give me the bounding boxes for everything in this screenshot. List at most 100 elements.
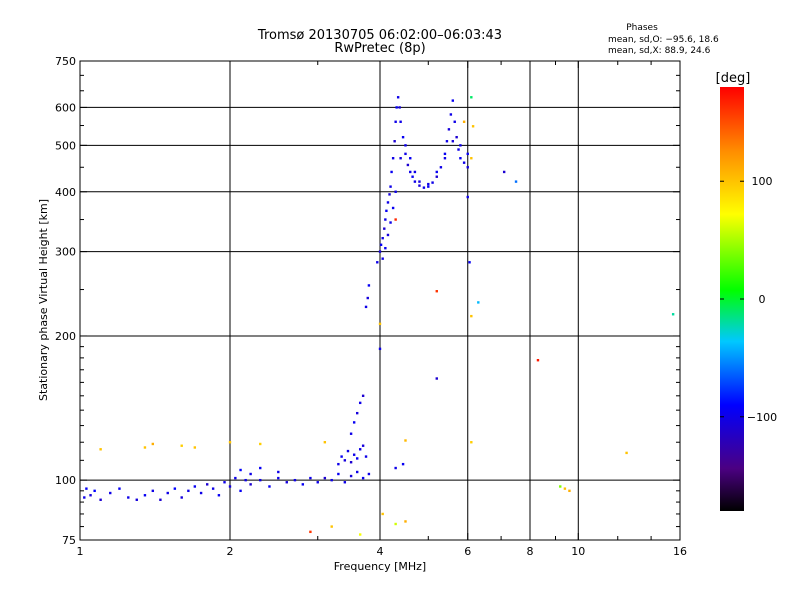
data-point — [466, 166, 469, 169]
data-point — [323, 441, 327, 444]
data-point — [173, 487, 177, 490]
x-tick-label: 2 — [227, 545, 234, 558]
data-point — [358, 533, 362, 536]
data-point — [404, 144, 407, 147]
y-tick-label: 75 — [62, 534, 76, 547]
data-point — [468, 261, 471, 264]
data-point — [625, 451, 628, 455]
data-point — [187, 489, 190, 493]
data-point — [427, 185, 430, 188]
data-point — [361, 476, 365, 480]
data-point — [427, 182, 430, 186]
data-point — [391, 157, 395, 160]
grid-lines — [80, 61, 680, 540]
data-point — [388, 193, 391, 196]
data-points — [83, 96, 675, 536]
data-point — [259, 478, 262, 482]
data-point — [449, 113, 453, 116]
x-tick-label: 6 — [464, 545, 471, 558]
x-tick-label: 8 — [527, 545, 534, 558]
data-point — [401, 135, 405, 139]
data-point — [361, 444, 365, 447]
data-point — [459, 157, 462, 160]
data-point — [93, 489, 96, 493]
x-tick-label: 16 — [673, 545, 687, 558]
data-point — [514, 180, 518, 183]
data-point — [470, 157, 473, 160]
data-point — [459, 144, 462, 147]
data-point — [364, 305, 368, 309]
data-point — [406, 163, 410, 167]
data-point — [431, 181, 434, 184]
data-point — [671, 313, 675, 316]
data-point — [366, 296, 369, 300]
data-point — [376, 261, 379, 264]
colorbar-label: [deg] — [716, 71, 751, 86]
data-point — [418, 180, 421, 183]
data-point — [394, 190, 397, 193]
data-point — [337, 462, 340, 466]
data-point — [85, 487, 88, 490]
data-point — [234, 476, 237, 480]
data-point — [381, 257, 384, 260]
data-point — [83, 496, 86, 499]
data-point — [453, 120, 456, 123]
data-point — [401, 462, 405, 466]
data-point — [109, 491, 112, 495]
data-point — [378, 322, 382, 326]
data-point — [394, 522, 397, 526]
data-point — [301, 483, 305, 486]
data-point — [249, 483, 252, 486]
data-point — [409, 157, 412, 160]
data-point — [393, 140, 396, 143]
colorbar-tick-label: 100 — [752, 175, 773, 188]
phases-mean-o: mean, sd,O: −95.6, 18.6 — [608, 35, 719, 45]
x-axis-label: Frequency [MHz] — [334, 560, 426, 573]
phases-heading: Phases — [626, 23, 658, 33]
data-point — [386, 233, 390, 237]
data-point — [394, 218, 397, 221]
y-tick-label: 400 — [55, 186, 76, 199]
data-point — [223, 481, 226, 484]
data-point — [99, 448, 102, 451]
y-axis-label: Stationary phase Virtual Height [km] — [37, 199, 50, 401]
data-point — [217, 494, 221, 497]
data-point — [309, 476, 312, 480]
data-point — [239, 468, 242, 472]
colorbar-tick-label: −100 — [747, 411, 777, 424]
data-point — [228, 441, 232, 444]
data-point — [470, 96, 473, 99]
data-point — [466, 195, 469, 199]
y-tick-label: 600 — [55, 101, 76, 114]
data-point — [568, 489, 571, 493]
data-point — [199, 491, 203, 495]
data-point — [451, 99, 455, 102]
data-point — [361, 394, 365, 398]
data-point — [259, 466, 262, 470]
data-point — [447, 128, 451, 131]
data-point — [477, 301, 480, 304]
data-point — [389, 221, 392, 224]
data-point — [378, 250, 382, 253]
data-point — [443, 157, 447, 160]
data-point — [462, 161, 466, 164]
data-point — [349, 432, 353, 435]
data-point — [422, 186, 426, 189]
data-point — [330, 525, 333, 528]
data-point — [445, 140, 449, 143]
data-point — [367, 284, 371, 287]
data-point — [349, 461, 353, 464]
data-point — [418, 184, 421, 187]
data-point — [404, 520, 407, 523]
data-point — [409, 170, 412, 174]
data-point — [340, 455, 343, 458]
data-point — [89, 494, 92, 497]
data-point — [316, 481, 319, 484]
data-point — [367, 472, 371, 476]
data-point — [451, 140, 455, 143]
data-point — [404, 439, 407, 442]
data-point — [384, 218, 387, 221]
data-point — [443, 152, 447, 156]
data-point — [330, 478, 333, 482]
